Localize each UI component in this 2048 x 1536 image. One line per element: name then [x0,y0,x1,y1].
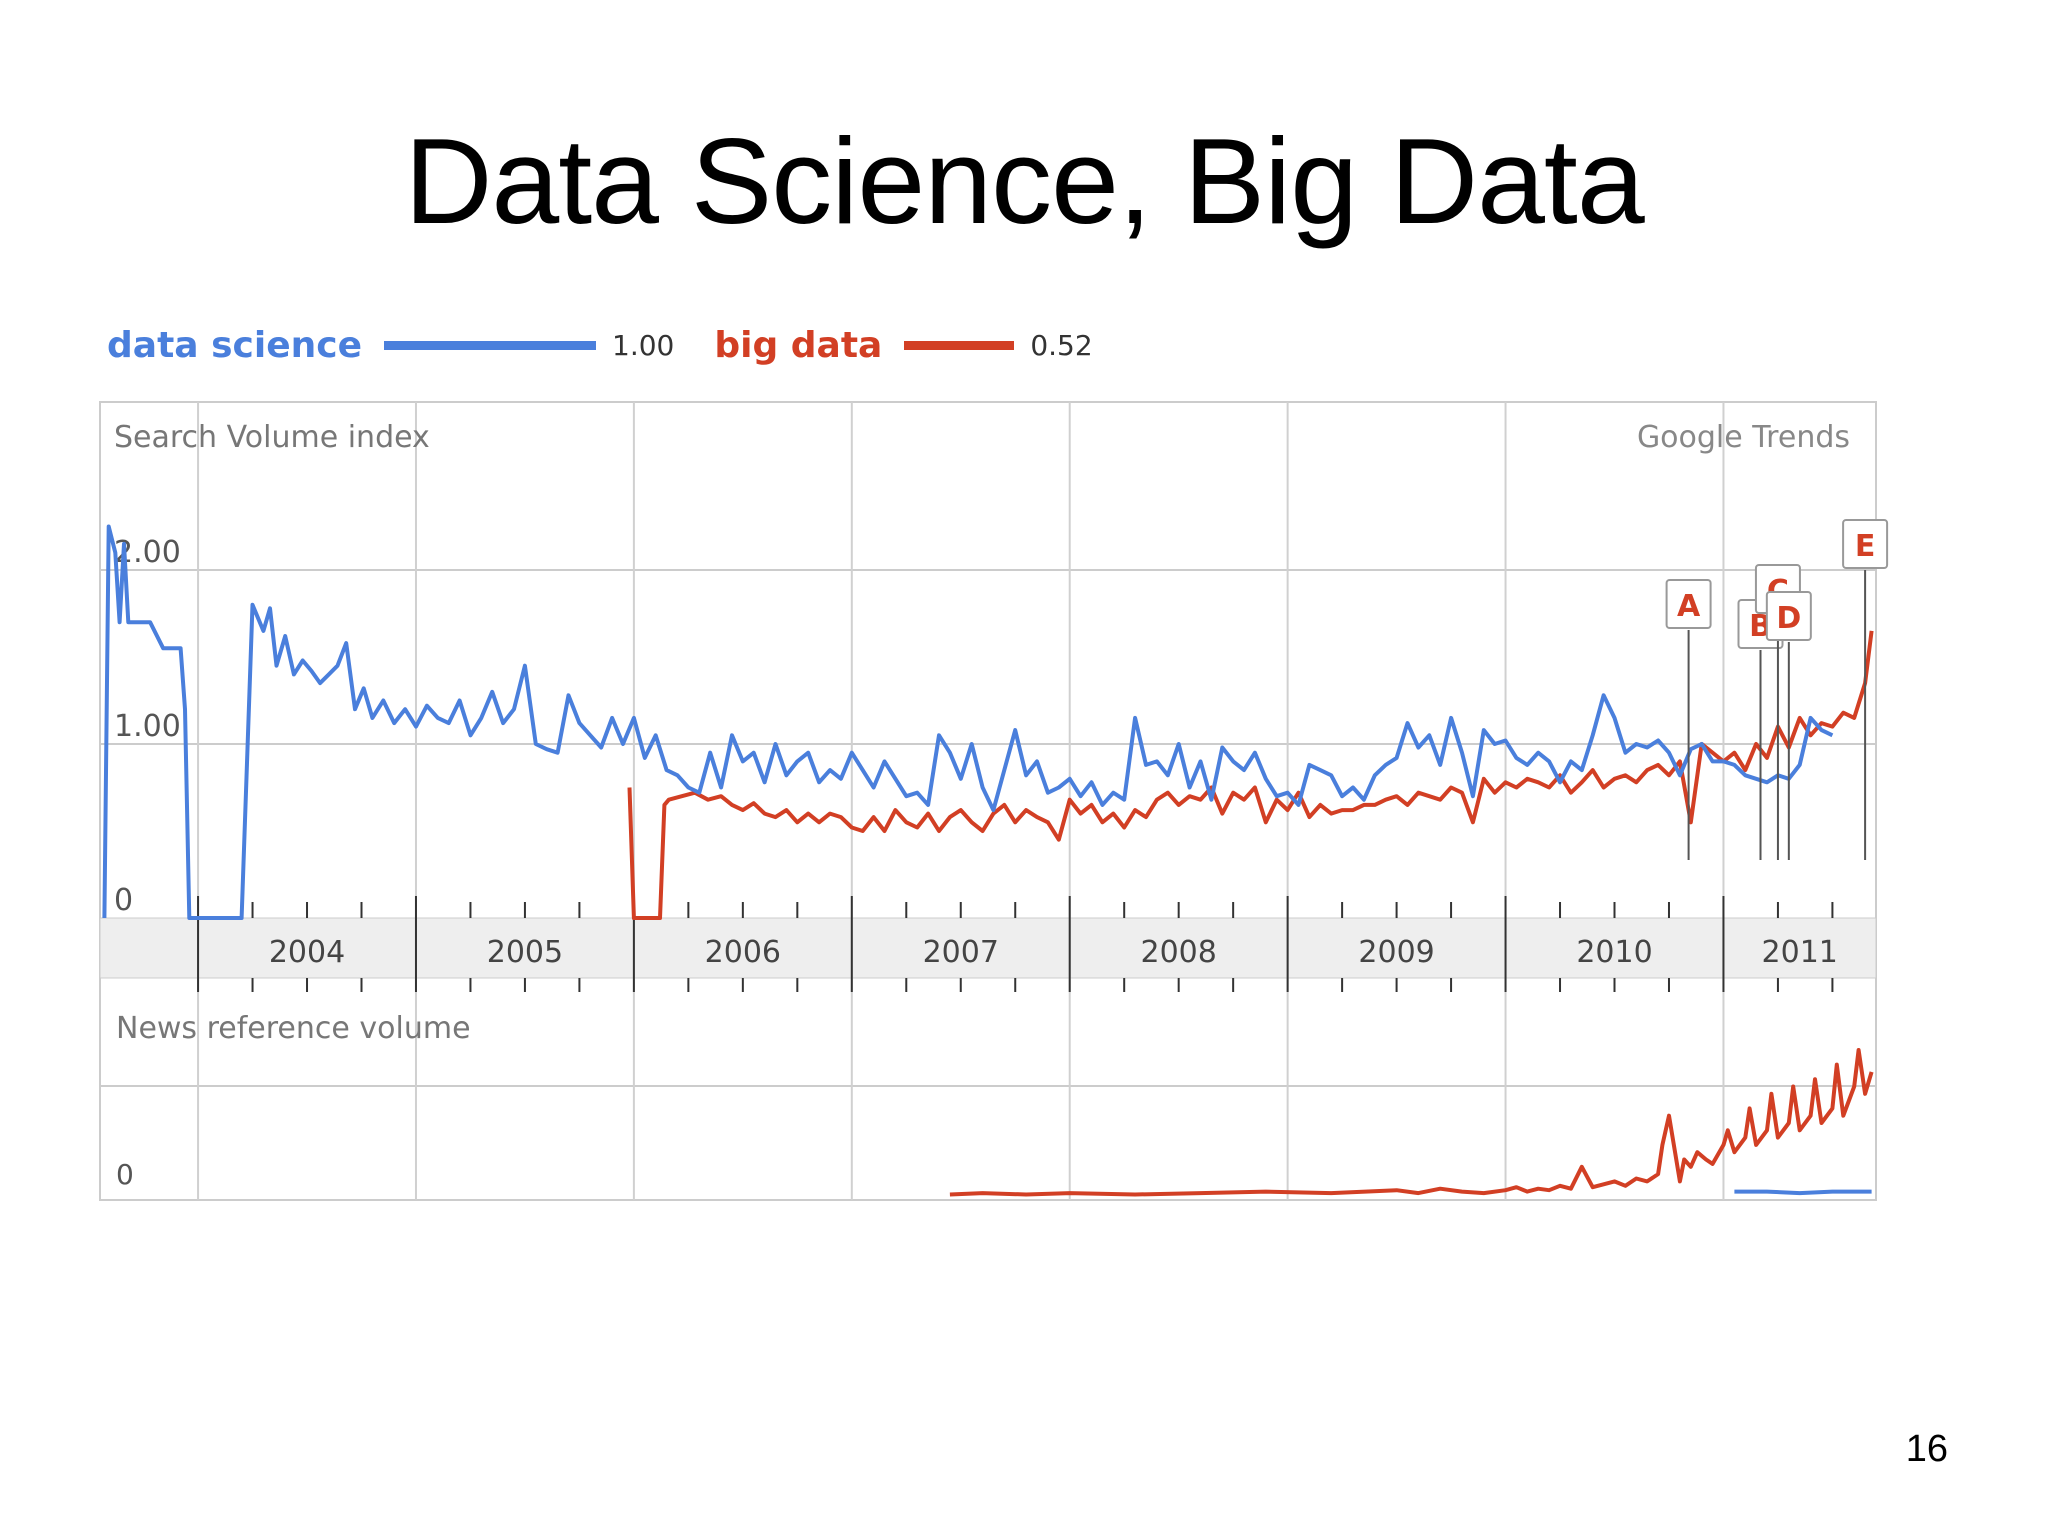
legend-big-data-swatch [904,340,1015,350]
x-tick-label-2005: 2005 [487,935,563,970]
legend-big-data-name: big data [714,324,883,366]
annotation-label-A: A [1677,589,1701,624]
chart-legend: data science 1.00 big data 0.52 [107,320,1133,370]
annotation-label-D: D [1776,601,1801,636]
x-tick-label-2010: 2010 [1576,935,1652,970]
news-panel-label: News reference volume [116,1011,471,1046]
x-tick-label-2009: 2009 [1358,935,1434,970]
google-trends-watermark: Google Trends [1637,420,1850,455]
x-tick-label-2007: 2007 [923,935,999,970]
y-tick-label-1: 1.00 [114,709,181,744]
page-number: 16 [1905,1428,1948,1470]
search-line-big-data [627,630,1874,920]
x-tick-label-2006: 2006 [705,935,781,970]
y-tick-label-0: 0 [114,883,133,918]
slide-title: Data Science, Big Data [404,113,1644,249]
x-tick-label-2008: 2008 [1140,935,1216,970]
annotation-label-E: E [1855,529,1876,564]
annotation-flag-A [1665,579,1712,629]
search-panel-label: Search Volume index [114,420,430,455]
annotation-flag-E [1842,519,1889,569]
annotation-flag-D [1765,591,1812,641]
legend-data-science-swatch [384,340,597,350]
legend-big-data-value: 0.52 [1030,328,1093,362]
x-tick-label-2011: 2011 [1762,935,1838,970]
legend-data-science-name: data science [107,324,363,366]
news-y-tick-label-0: 0 [116,1158,134,1191]
legend-data-science-value: 1.00 [612,328,675,362]
search-line-data-science [102,524,1834,920]
news-line-data-science [1734,1189,1872,1196]
news-line-big-data [949,1048,1874,1197]
x-tick-label-2004: 2004 [269,935,345,970]
x-axis-band [99,917,1877,979]
